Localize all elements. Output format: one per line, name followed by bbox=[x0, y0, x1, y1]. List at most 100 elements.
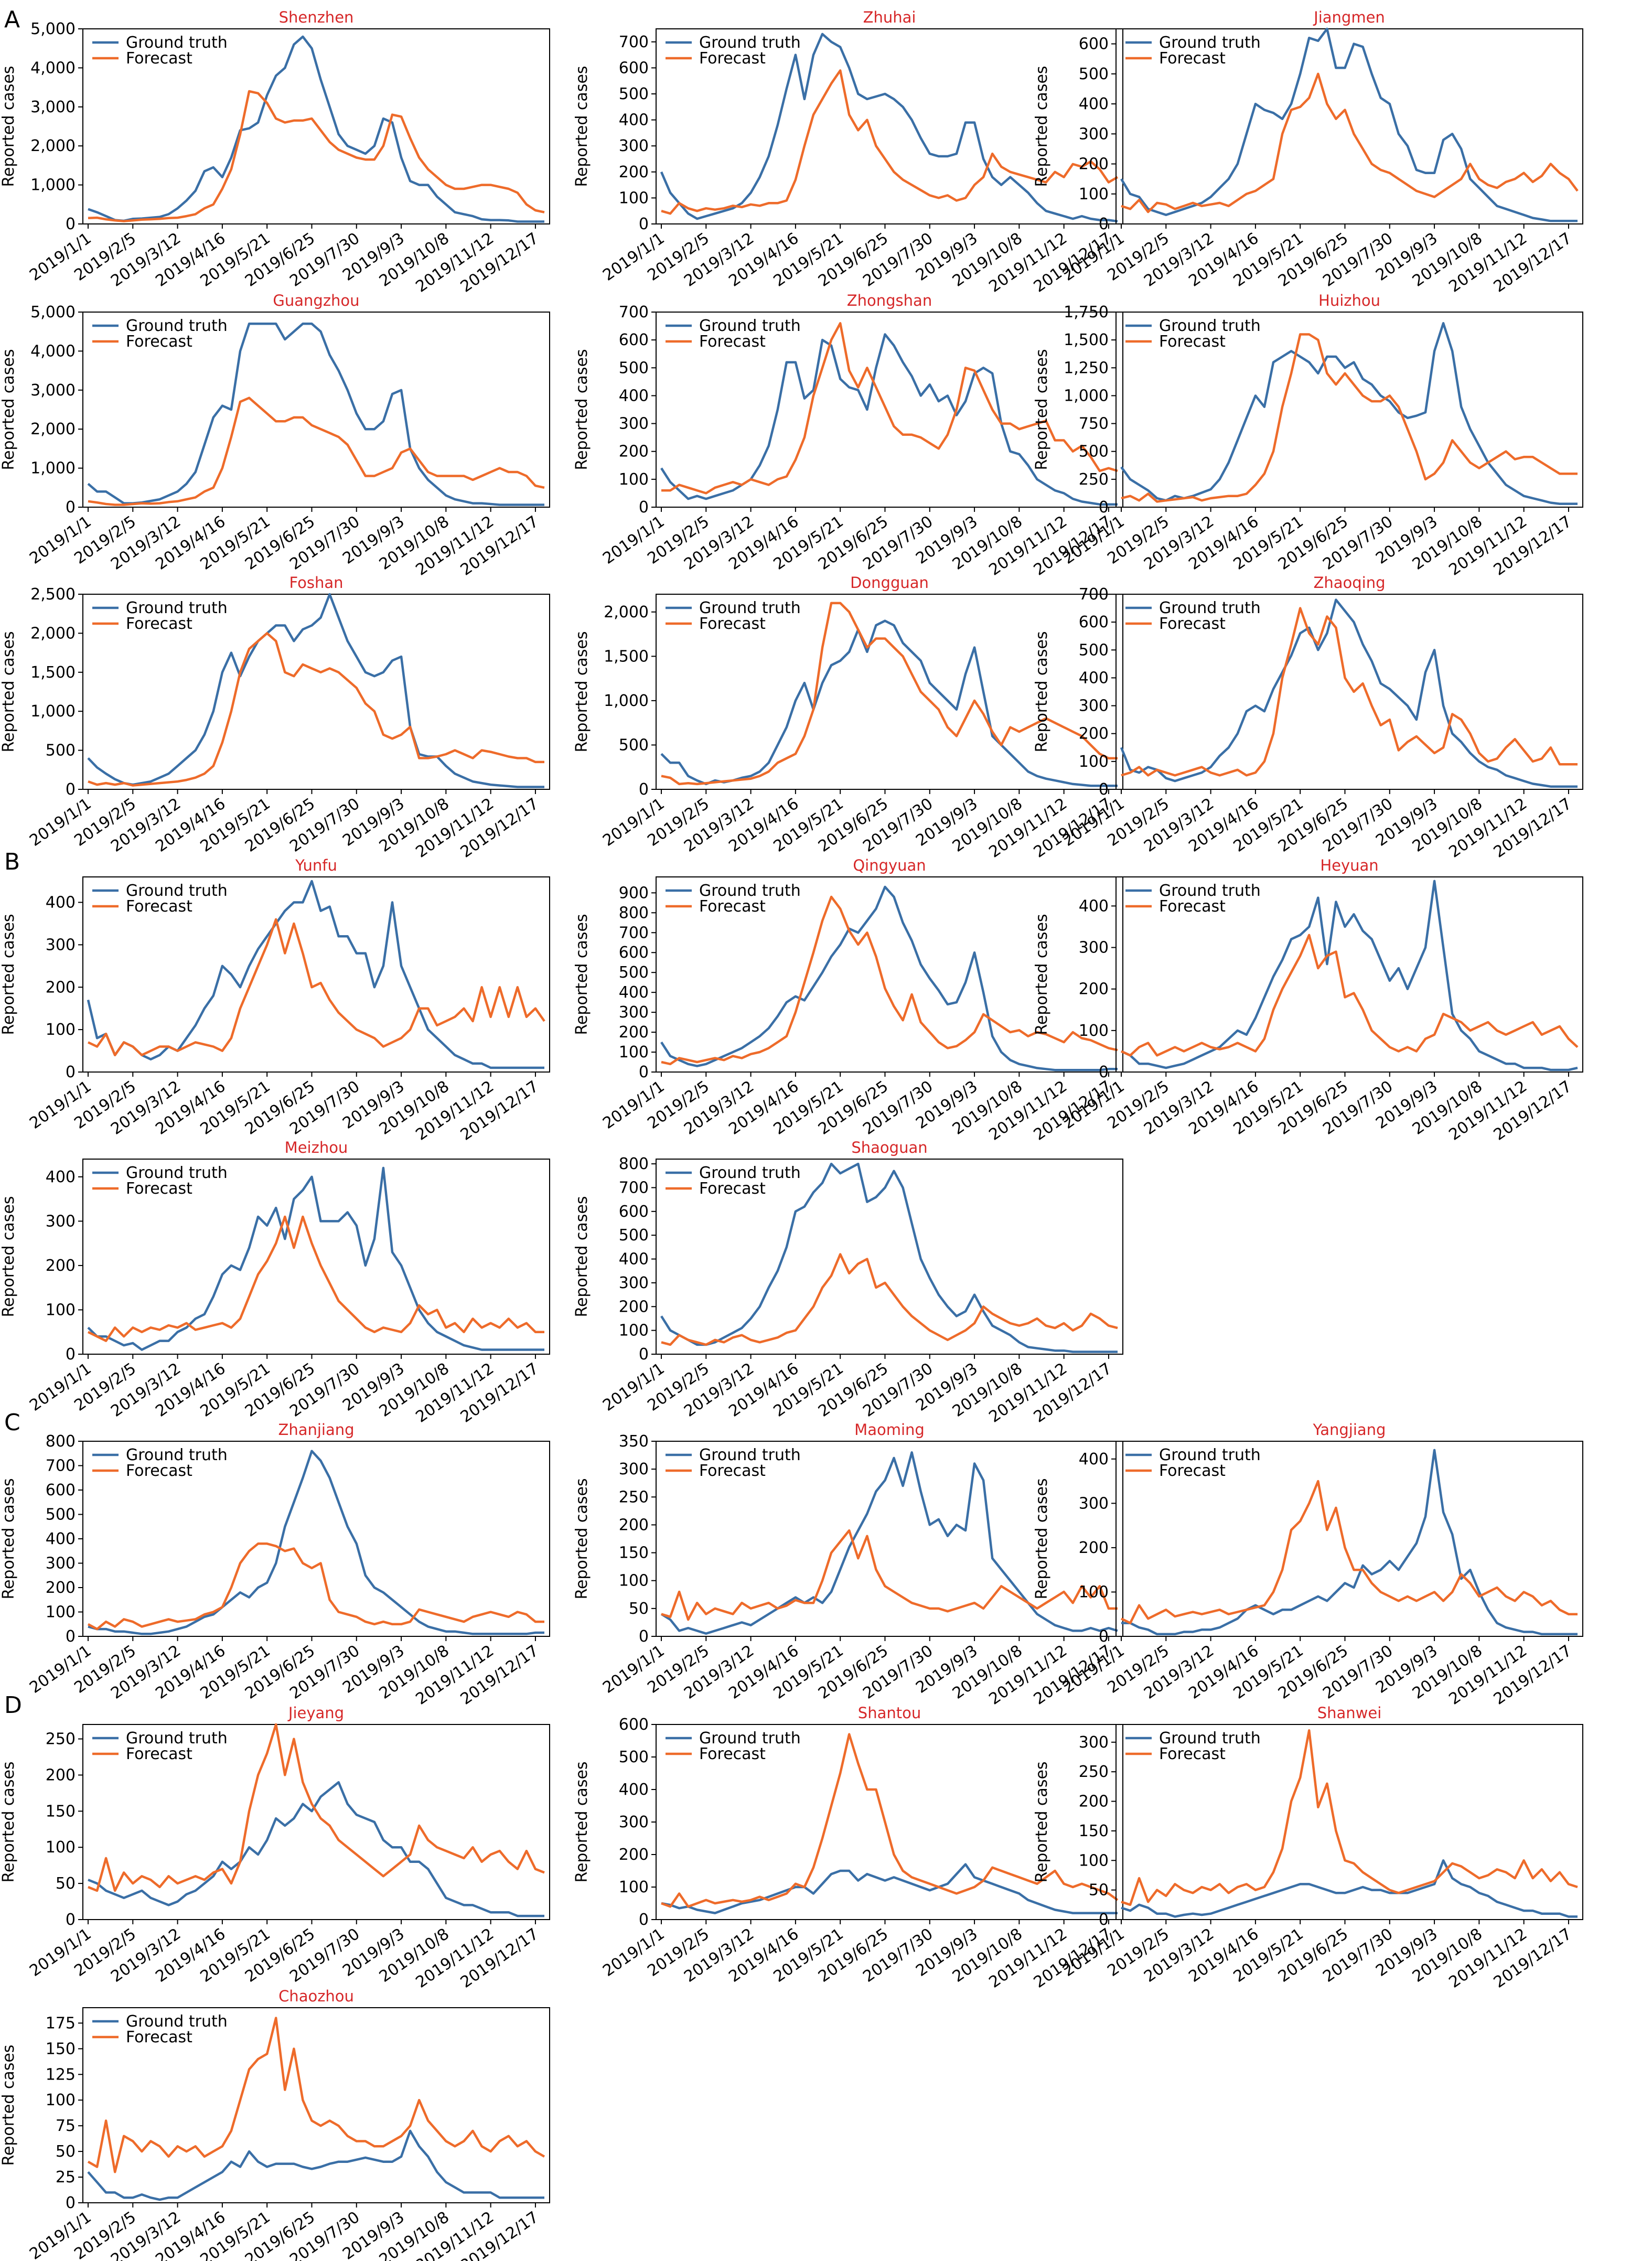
chart-title: Shaoguan bbox=[851, 1139, 927, 1156]
legend-label-ground-truth: Ground truth bbox=[126, 599, 228, 617]
y-tick-label: 125 bbox=[46, 2065, 76, 2084]
y-tick-label: 600 bbox=[46, 1481, 76, 1499]
plot-frame bbox=[82, 2007, 550, 2203]
ground-truth-line bbox=[1120, 322, 1578, 505]
y-tick-label: 150 bbox=[46, 2040, 76, 2058]
y-axis-label: Reported cases bbox=[573, 914, 591, 1035]
y-tick-label: 700 bbox=[619, 33, 649, 51]
plot-frame bbox=[82, 1724, 550, 1920]
y-tick-label: 0 bbox=[639, 498, 649, 517]
y-tick-label: 500 bbox=[619, 1748, 649, 1766]
y-tick-label: 0 bbox=[639, 780, 649, 799]
plot-frame bbox=[1115, 594, 1583, 790]
legend-label-forecast: Forecast bbox=[699, 1180, 766, 1198]
forecast-line bbox=[87, 2017, 545, 2173]
y-tick-label: 1,000 bbox=[30, 176, 76, 195]
chart-title: Shantou bbox=[858, 1704, 921, 1722]
legend-label-forecast: Forecast bbox=[126, 1462, 192, 1480]
y-tick-label: 300 bbox=[619, 1813, 649, 1831]
y-tick-label: 100 bbox=[1079, 1583, 1109, 1601]
legend-label-ground-truth: Ground truth bbox=[1159, 34, 1261, 52]
y-tick-label: 200 bbox=[46, 978, 76, 996]
y-tick-label: 50 bbox=[629, 1600, 649, 1618]
chart-title: Heyuan bbox=[1320, 856, 1378, 874]
y-tick-label: 700 bbox=[619, 924, 649, 942]
chart-title: Chaozhou bbox=[278, 1987, 354, 2005]
y-tick-label: 700 bbox=[619, 303, 649, 322]
y-tick-label: 500 bbox=[619, 963, 649, 982]
y-tick-label: 0 bbox=[66, 1911, 76, 1929]
y-tick-label: 50 bbox=[56, 2142, 76, 2161]
plot-frame bbox=[1115, 1441, 1583, 1637]
y-tick-label: 5,000 bbox=[30, 20, 76, 38]
forecast-line bbox=[1121, 1729, 1578, 1906]
y-tick-label: 100 bbox=[1079, 1022, 1109, 1040]
y-axis-label: Reported cases bbox=[573, 1478, 591, 1599]
y-tick-label: 1,000 bbox=[1064, 387, 1109, 405]
y-tick-label: 200 bbox=[619, 443, 649, 461]
y-tick-label: 2,000 bbox=[30, 137, 76, 155]
y-tick-label: 400 bbox=[1079, 897, 1109, 915]
legend-label-ground-truth: Ground truth bbox=[699, 34, 801, 52]
group-label-d: D bbox=[4, 1692, 22, 1719]
forecast-line bbox=[88, 918, 545, 1056]
y-tick-label: 300 bbox=[1079, 1733, 1109, 1752]
y-tick-label: 400 bbox=[619, 111, 649, 130]
group-label-c: C bbox=[4, 1409, 20, 1436]
y-tick-label: 0 bbox=[639, 215, 649, 233]
ground-truth-line bbox=[88, 35, 544, 223]
y-axis-label: Reported cases bbox=[1033, 1761, 1051, 1882]
chart-title: Huizhou bbox=[1318, 292, 1380, 309]
y-tick-label: 350 bbox=[619, 1432, 649, 1451]
chart-panel-shaoguan: Shaoguan Reported cases 0 100 200 300 400 500 60… bbox=[573, 1139, 1123, 1427]
y-tick-label: 600 bbox=[619, 1716, 649, 1734]
legend-label-forecast: Forecast bbox=[126, 1180, 192, 1198]
y-tick-label: 600 bbox=[1079, 613, 1109, 631]
plot-frame bbox=[656, 312, 1123, 508]
legend-label-ground-truth: Ground truth bbox=[126, 317, 228, 335]
y-tick-label: 0 bbox=[639, 1345, 649, 1364]
y-tick-label: 700 bbox=[46, 1457, 76, 1475]
y-tick-label: 400 bbox=[46, 1530, 76, 1548]
y-tick-label: 200 bbox=[1079, 155, 1109, 174]
ground-truth-line bbox=[87, 2129, 544, 2201]
y-axis-label: Reported cases bbox=[1033, 914, 1051, 1035]
plot-frame bbox=[1115, 28, 1583, 224]
y-tick-label: 200 bbox=[1079, 725, 1109, 743]
chart-panel-zhuhai: Zhuhai Reported cases 0 100 200 300 400 500 600 7… bbox=[573, 8, 1123, 296]
forecast-line bbox=[88, 632, 544, 787]
y-axis-label: Reported cases bbox=[0, 1761, 18, 1882]
forecast-line bbox=[87, 1542, 544, 1631]
y-tick-label: 200 bbox=[1079, 1793, 1109, 1811]
y-axis-label: Reported cases bbox=[0, 2044, 18, 2166]
y-tick-label: 300 bbox=[46, 1212, 76, 1230]
y-tick-label: 2,000 bbox=[604, 603, 649, 621]
forecast-line bbox=[661, 895, 1118, 1066]
y-tick-label: 500 bbox=[1079, 65, 1109, 83]
y-tick-label: 2,000 bbox=[30, 624, 76, 642]
y-tick-label: 0 bbox=[1099, 780, 1109, 799]
legend-label-forecast: Forecast bbox=[1159, 897, 1226, 916]
legend-label-ground-truth: Ground truth bbox=[126, 1446, 228, 1464]
y-tick-label: 600 bbox=[619, 944, 649, 962]
y-tick-label: 600 bbox=[619, 331, 649, 349]
plot-frame bbox=[656, 28, 1123, 224]
forecast-line bbox=[1121, 72, 1579, 213]
y-tick-label: 1,500 bbox=[30, 663, 76, 682]
y-tick-label: 100 bbox=[619, 1572, 649, 1590]
legend-label-forecast: Forecast bbox=[699, 1745, 766, 1763]
ground-truth-line bbox=[88, 1450, 544, 1635]
y-tick-label: 100 bbox=[619, 1043, 649, 1062]
y-tick-label: 500 bbox=[619, 736, 649, 754]
chart-panel-guangzhou: Guangzhou Reported cases 0 1,000 2,000 3,000 4… bbox=[0, 292, 550, 580]
forecast-line bbox=[1121, 333, 1578, 503]
y-axis-label: Reported cases bbox=[0, 1478, 18, 1599]
